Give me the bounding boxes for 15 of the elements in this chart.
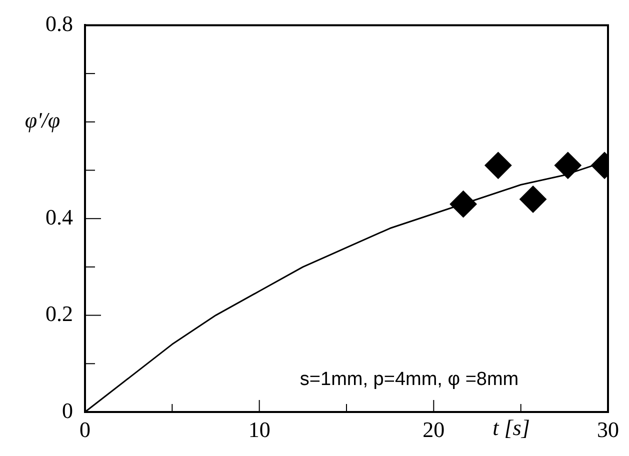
y-tick-label: 0 (62, 398, 73, 423)
point (450, 190, 477, 218)
x-tick-label: 0 (80, 416, 90, 442)
point (520, 186, 547, 213)
y-axis-title: φ'/φ (24, 108, 60, 133)
point (554, 152, 582, 179)
point (484, 152, 512, 179)
x-tick-label: 10 (248, 416, 270, 442)
x-tick-label: 20 (422, 416, 445, 442)
y-tick-label: 0.8 (46, 10, 73, 36)
annotation: s=1mm, p=4mm, φ =8mm (300, 369, 519, 390)
y-tick-label: 0.4 (46, 204, 73, 230)
x-axis-title: t [s] (492, 414, 530, 440)
y-tick-label: 0.2 (46, 301, 73, 326)
x-tick-label: 30 (597, 416, 619, 442)
